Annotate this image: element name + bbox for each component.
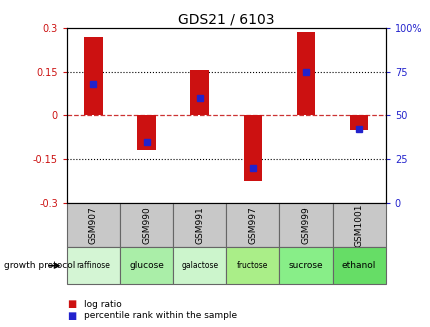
Text: ethanol: ethanol <box>341 261 375 270</box>
Bar <box>120 247 173 284</box>
Bar <box>67 247 120 284</box>
Text: galactose: galactose <box>181 261 218 270</box>
Text: ■: ■ <box>67 299 76 309</box>
Text: sucrose: sucrose <box>288 261 322 270</box>
Text: GSM991: GSM991 <box>195 206 204 244</box>
Text: GSM999: GSM999 <box>301 206 310 244</box>
Text: ■: ■ <box>67 311 76 320</box>
Bar <box>173 247 226 284</box>
Text: percentile rank within the sample: percentile rank within the sample <box>84 311 236 320</box>
Bar <box>296 32 315 115</box>
Bar <box>173 203 226 247</box>
Bar <box>332 247 385 284</box>
Bar <box>332 203 385 247</box>
Bar <box>349 115 368 130</box>
Bar <box>243 115 261 181</box>
Text: GSM1001: GSM1001 <box>354 203 363 247</box>
Bar <box>137 115 156 150</box>
Text: glucose: glucose <box>129 261 163 270</box>
Bar <box>120 203 173 247</box>
Bar <box>226 203 279 247</box>
Bar <box>279 247 332 284</box>
Title: GDS21 / 6103: GDS21 / 6103 <box>178 13 274 26</box>
Bar <box>67 203 120 247</box>
Text: growth protocol: growth protocol <box>4 261 76 270</box>
Text: GSM997: GSM997 <box>248 206 257 244</box>
Bar <box>226 247 279 284</box>
Text: raffinose: raffinose <box>76 261 110 270</box>
Text: log ratio: log ratio <box>84 300 122 309</box>
Text: GSM907: GSM907 <box>89 206 98 244</box>
Bar <box>190 70 209 115</box>
Text: fructose: fructose <box>237 261 268 270</box>
Bar <box>84 37 102 115</box>
Bar <box>279 203 332 247</box>
Text: GSM990: GSM990 <box>142 206 150 244</box>
